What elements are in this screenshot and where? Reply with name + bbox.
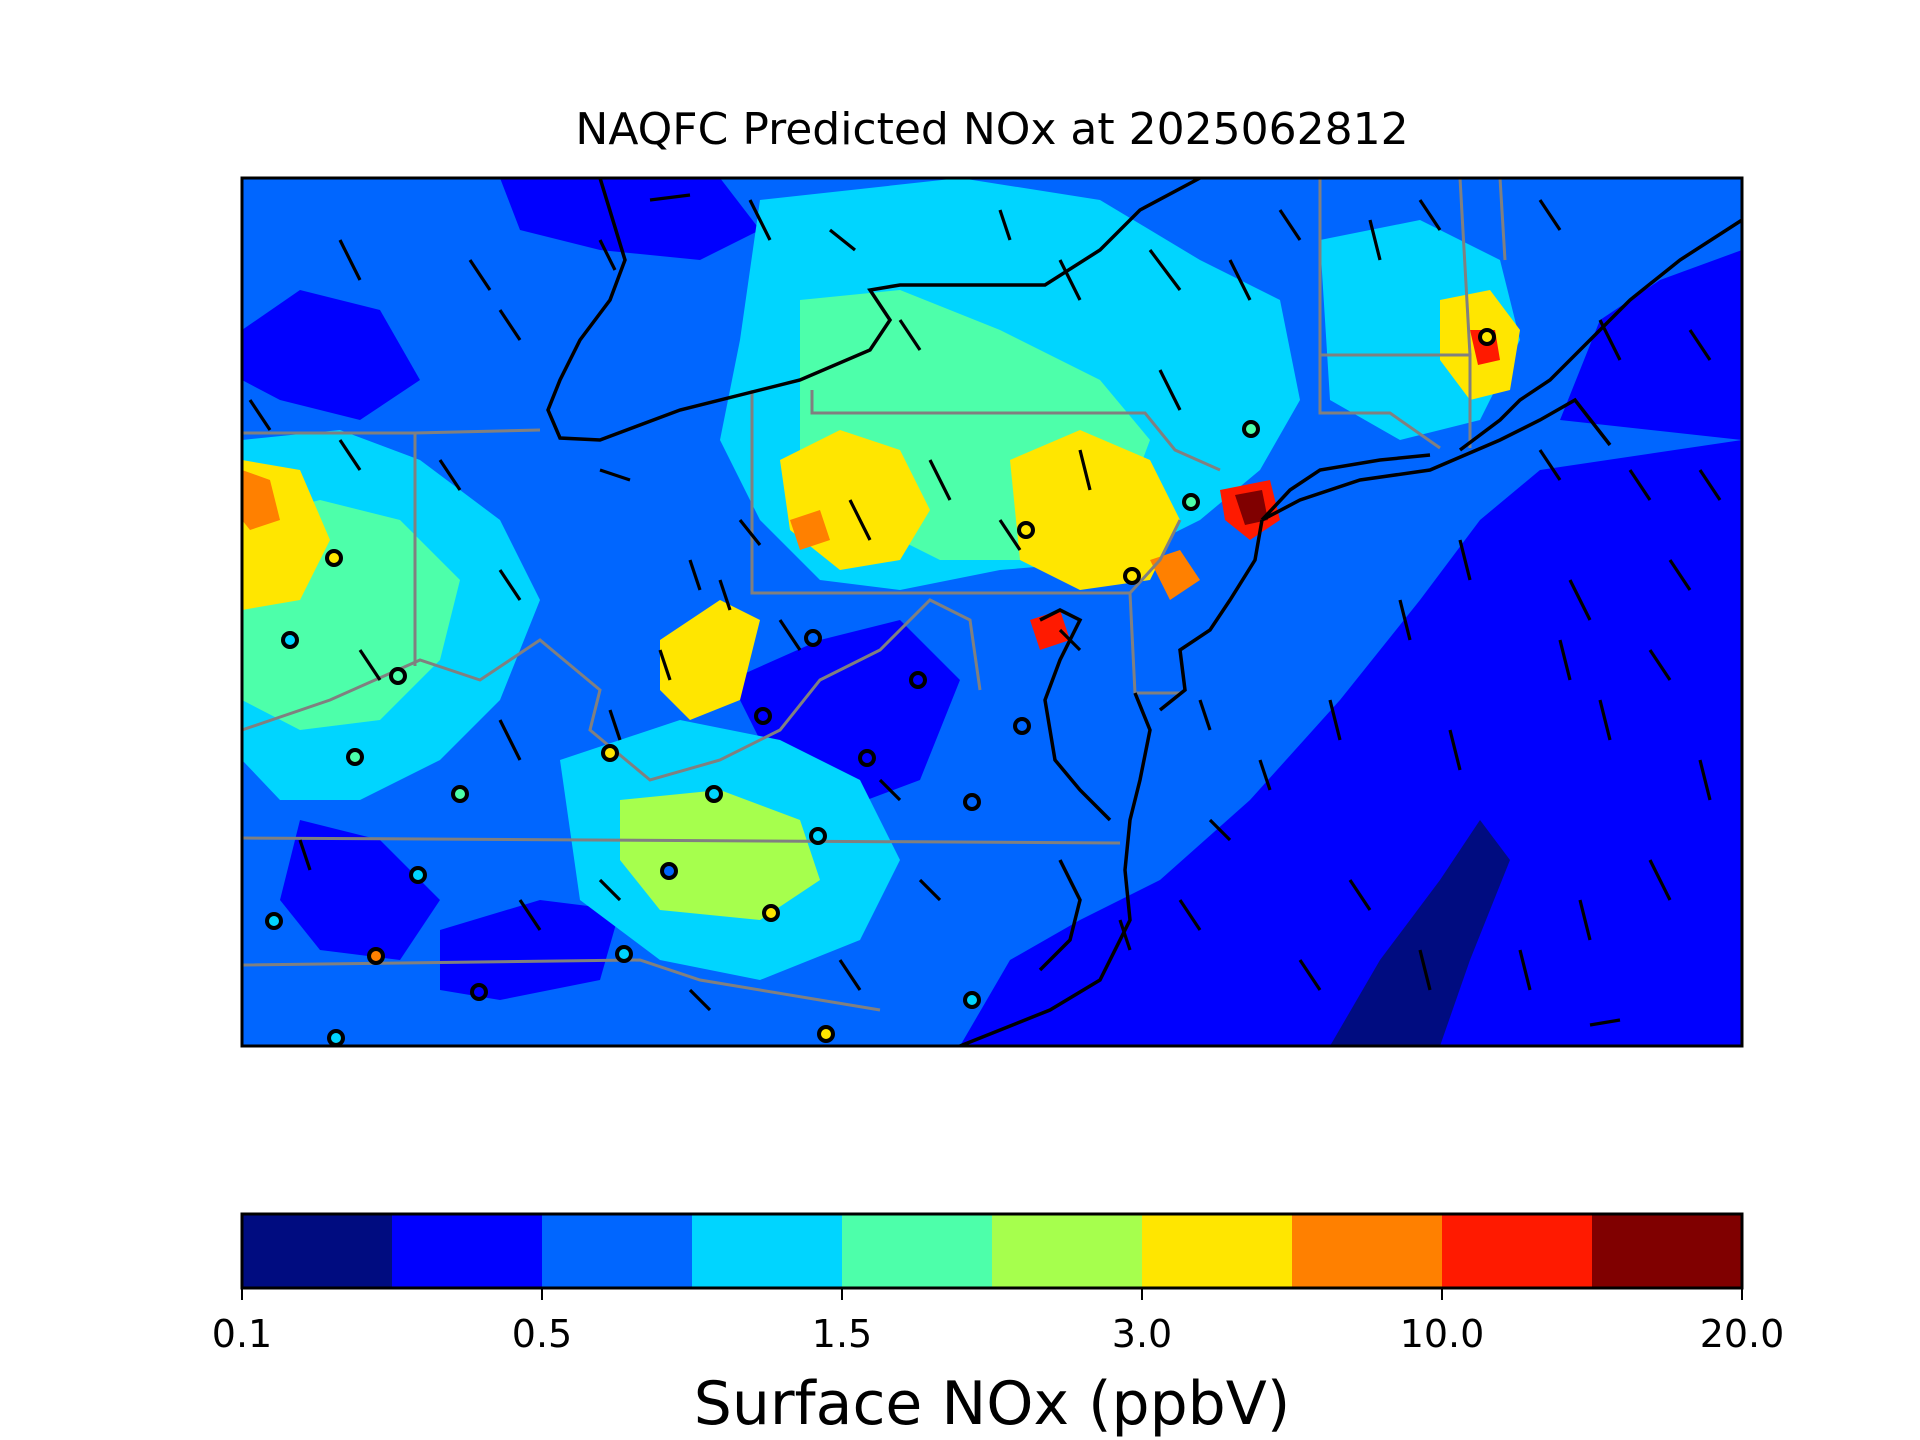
ocean-lowest-region xyxy=(1330,820,1510,1046)
state-borders xyxy=(242,178,1507,1012)
coastline xyxy=(546,178,1742,1046)
monitor-markers xyxy=(265,328,1496,1046)
darkred-region-nyc xyxy=(1235,490,1268,525)
colorbar-bin-5 xyxy=(992,1214,1143,1288)
colorbar-bin-0 xyxy=(242,1214,393,1288)
orange-region-pa xyxy=(790,510,830,550)
colorbar-tick-label: 3.0 xyxy=(1111,1312,1173,1356)
colorbar-label: Surface NOx (ppbV) xyxy=(693,1369,1291,1439)
appalachian-low-region xyxy=(280,820,440,960)
colorbar-tick-label: 10.0 xyxy=(1399,1312,1485,1356)
gulf-of-maine-low xyxy=(1560,250,1742,440)
carolina-low-region xyxy=(440,900,620,1000)
map-frame xyxy=(240,176,1744,1048)
western-low-region xyxy=(242,290,420,420)
colorbar-bin-1 xyxy=(392,1214,543,1288)
high-region-ridge xyxy=(660,600,760,720)
north-low-region xyxy=(500,178,760,260)
colorbar-tick-label: 0.1 xyxy=(211,1312,273,1356)
southeast-low-region xyxy=(960,880,1220,1046)
colorbar-bin-6 xyxy=(1142,1214,1293,1288)
colorbar-frame xyxy=(240,1212,1744,1290)
orange-region-philly xyxy=(1150,550,1200,600)
orange-region-ohio xyxy=(242,470,280,530)
colorbar-bin-7 xyxy=(1292,1214,1443,1288)
wind-barbs xyxy=(248,193,1722,1027)
colorbar-tick-label: 20.0 xyxy=(1699,1312,1785,1356)
colorbar-bin-4 xyxy=(842,1214,993,1288)
colorbar-bin-3 xyxy=(692,1214,843,1288)
chart-title: NAQFC Predicted NOx at 2025062812 xyxy=(575,104,1409,155)
high-region-njphilly xyxy=(1010,430,1180,590)
colorbar-bin-9 xyxy=(1592,1214,1743,1288)
colorbar-bin-8 xyxy=(1442,1214,1593,1288)
colorbar-tick-label: 0.5 xyxy=(511,1312,573,1356)
colorbar-bin-2 xyxy=(542,1214,693,1288)
lightgreen-region-south xyxy=(620,790,820,920)
colorbar-tick-label: 1.5 xyxy=(811,1312,873,1356)
